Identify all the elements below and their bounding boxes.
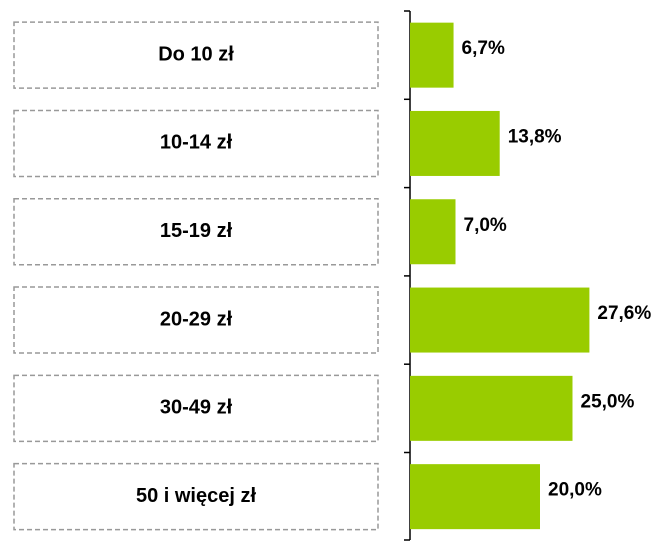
- bar: [410, 22, 454, 88]
- value-label: 20,0%: [548, 480, 602, 501]
- value-label: 27,6%: [597, 303, 651, 324]
- category-label: 30-49 zł: [160, 397, 233, 419]
- bar: [410, 464, 540, 530]
- value-label: 7,0%: [464, 215, 507, 236]
- value-label: 6,7%: [462, 38, 505, 59]
- category-box: [13, 286, 379, 354]
- value-label: 13,8%: [508, 126, 562, 147]
- category-label: 20-29 zł: [160, 308, 233, 330]
- bar: [410, 287, 590, 353]
- category-label: 15-19 zł: [160, 220, 233, 242]
- category-box: [13, 109, 379, 178]
- category-label: 10-14 zł: [160, 132, 233, 154]
- bar: [410, 375, 573, 441]
- bar: [410, 110, 500, 176]
- category-box: [13, 374, 379, 443]
- category-box: [13, 198, 379, 266]
- value-label: 25,0%: [581, 391, 635, 412]
- category-box: [13, 21, 379, 89]
- bar: [410, 199, 456, 265]
- category-label: Do 10 zł: [158, 43, 234, 65]
- category-box: [13, 462, 379, 531]
- category-label: 50 i więcej zł: [136, 485, 257, 507]
